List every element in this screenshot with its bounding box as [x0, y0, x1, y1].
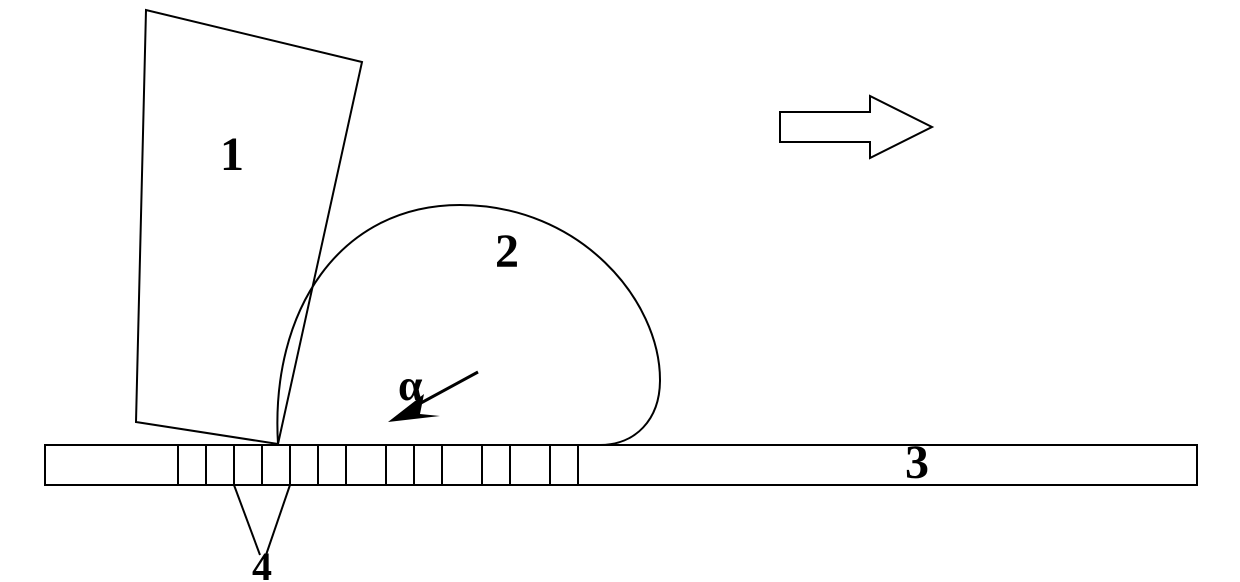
label-2: 2: [495, 225, 519, 278]
label-3: 3: [905, 436, 929, 489]
technical-diagram: 1 2 3 4 α: [0, 0, 1240, 582]
substrate-bar: [45, 445, 1197, 485]
label-alpha: α: [398, 361, 423, 410]
label-4: 4: [252, 544, 272, 582]
blade: [136, 10, 362, 444]
droplet-curve: [277, 205, 660, 445]
direction-arrow: [780, 96, 932, 158]
label-1: 1: [220, 128, 244, 181]
